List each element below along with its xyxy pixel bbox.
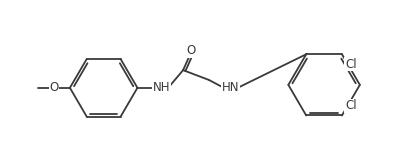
Text: O: O	[186, 44, 196, 57]
Text: O: O	[49, 81, 59, 94]
Text: NH: NH	[152, 81, 170, 94]
Text: Cl: Cl	[345, 99, 357, 112]
Text: Cl: Cl	[345, 58, 357, 71]
Text: HN: HN	[222, 81, 240, 94]
